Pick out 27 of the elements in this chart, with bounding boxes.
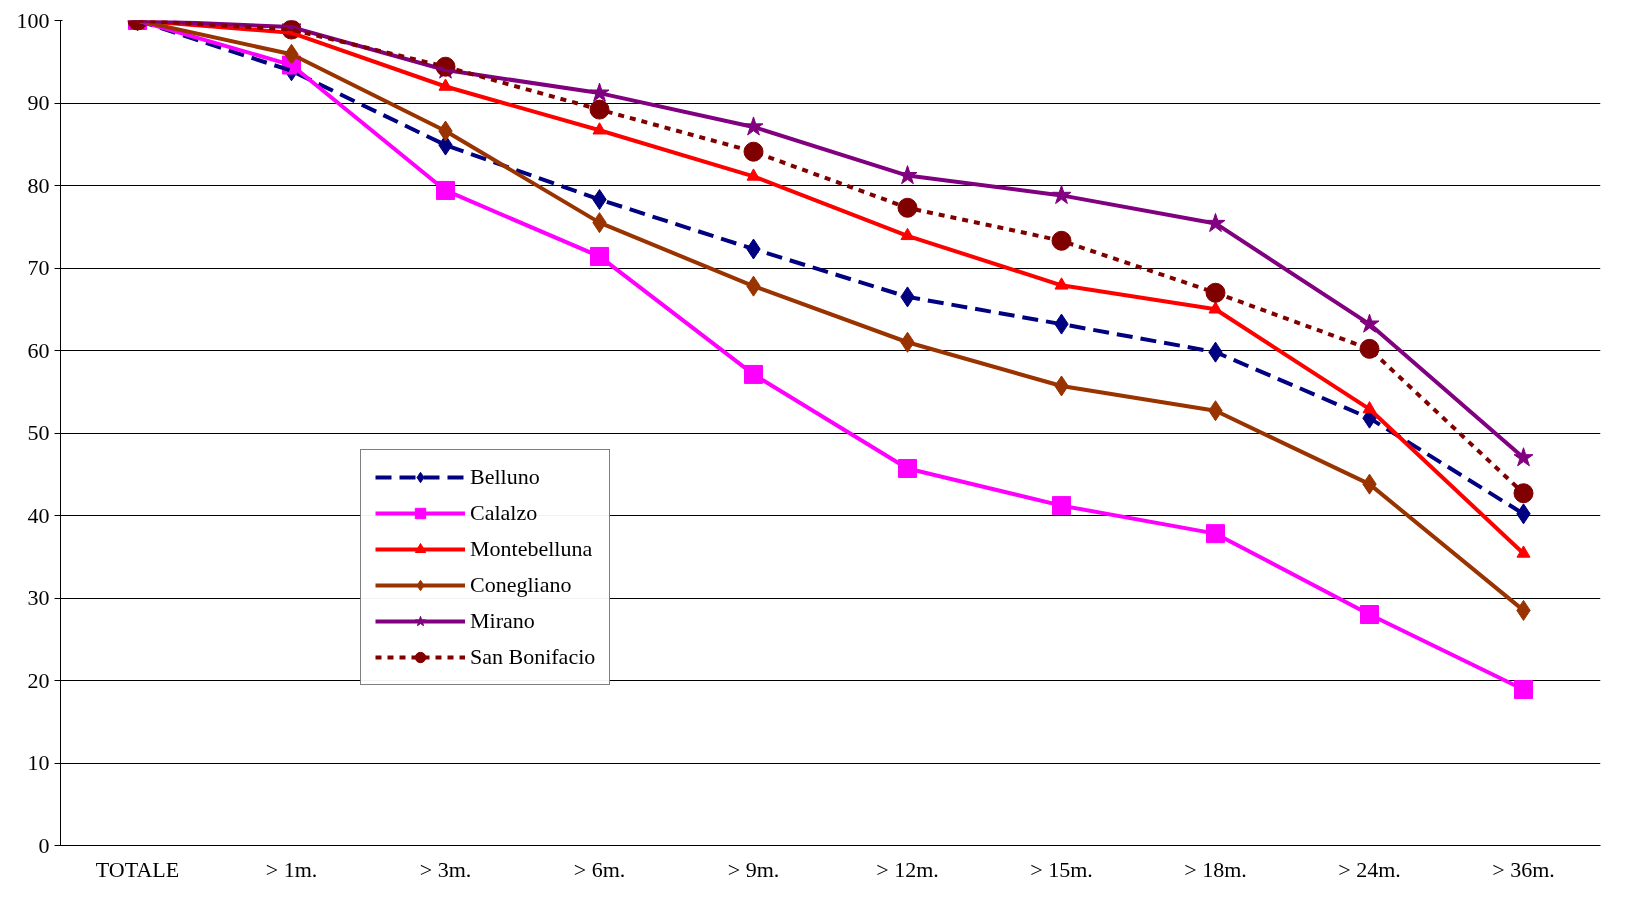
y-tick-label: 50 [27, 420, 50, 445]
legend-label: Mirano [470, 608, 535, 634]
y-tick-label: 70 [27, 255, 50, 280]
legend-label: Conegliano [470, 572, 572, 598]
x-tick-label: > 9m. [727, 856, 780, 882]
y-tick-label: 20 [27, 667, 50, 693]
y-tick-label: 90 [27, 90, 50, 115]
y-tick-label: 30 [27, 585, 50, 610]
y-tick-label: 0 [38, 832, 50, 858]
x-tick-label: TOTALE [95, 856, 180, 882]
x-tick-label: > 3m. [419, 856, 472, 882]
legend-label: San Bonifacio [470, 644, 596, 670]
x-tick-label: > 18m. [1184, 856, 1247, 882]
y-tick-label: 10 [27, 750, 50, 775]
x-tick-label: > 15m. [1030, 856, 1093, 882]
x-tick-label: > 24m. [1338, 856, 1401, 882]
legend-label: Calalzo [470, 500, 538, 526]
y-tick-label: 100 [16, 7, 50, 33]
legend-label: Montebelluna [470, 536, 593, 562]
x-tick-label: > 12m. [876, 856, 939, 882]
x-tick-label: > 1m. [265, 856, 318, 882]
y-tick-label: 40 [27, 502, 50, 528]
y-tick-label: 60 [27, 337, 50, 363]
x-tick-label: > 6m. [573, 856, 626, 882]
legend-label: Belluno [470, 464, 540, 490]
x-tick-label: > 36m. [1492, 856, 1555, 882]
y-tick-label: 80 [27, 172, 50, 198]
